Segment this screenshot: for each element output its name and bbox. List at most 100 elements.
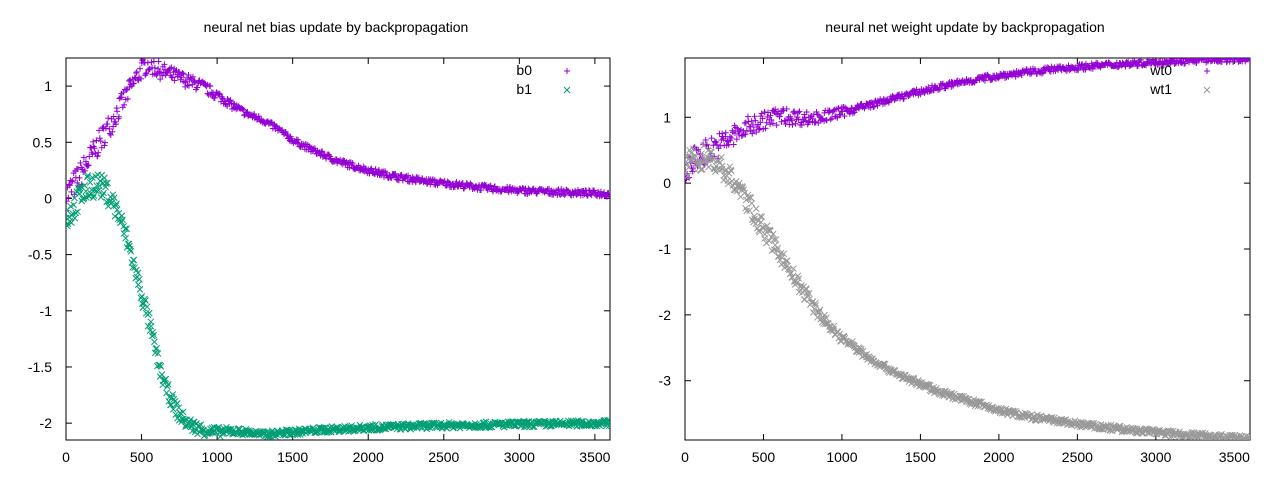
data-point xyxy=(349,160,356,167)
data-point xyxy=(142,297,149,304)
data-point xyxy=(116,113,123,120)
data-point xyxy=(794,279,801,286)
data-point xyxy=(1230,58,1232,60)
data-point xyxy=(125,240,133,248)
data-point xyxy=(1115,64,1122,71)
data-point xyxy=(561,192,568,199)
data-point xyxy=(415,174,422,181)
data-point xyxy=(1124,59,1131,66)
data-point xyxy=(162,375,170,383)
data-point xyxy=(790,265,797,272)
data-point xyxy=(90,138,97,145)
data-point xyxy=(841,113,848,120)
data-point xyxy=(126,246,134,253)
data-point xyxy=(173,400,181,407)
x-tick-label: 1000 xyxy=(202,449,233,465)
data-point xyxy=(705,163,712,171)
data-point xyxy=(945,80,952,87)
data-point xyxy=(458,181,465,188)
data-point xyxy=(255,113,262,120)
data-point xyxy=(95,149,102,156)
data-point xyxy=(900,95,907,102)
data-point xyxy=(780,250,788,258)
data-point xyxy=(724,180,732,188)
data-point xyxy=(999,71,1006,78)
data-point xyxy=(708,135,715,142)
legend-label-wt1: wt1 xyxy=(1149,81,1172,97)
data-point xyxy=(722,129,729,136)
data-point xyxy=(111,212,119,220)
series-b1 xyxy=(66,171,610,440)
data-point xyxy=(412,177,419,184)
data-point xyxy=(1202,429,1209,437)
data-point xyxy=(155,58,162,65)
data-point xyxy=(113,121,120,128)
series-layer xyxy=(685,58,1250,440)
data-point xyxy=(185,82,192,89)
data-point xyxy=(814,111,821,118)
data-point xyxy=(100,189,108,197)
data-point xyxy=(215,90,222,97)
data-point xyxy=(607,193,610,200)
data-point xyxy=(1163,58,1170,63)
data-point xyxy=(985,73,992,80)
data-point xyxy=(563,187,570,194)
legend-label-b0: b0 xyxy=(516,62,532,78)
data-point xyxy=(104,121,111,128)
data-point xyxy=(142,70,149,77)
x-tick-label: 2500 xyxy=(1062,449,1093,465)
data-point xyxy=(123,225,130,233)
data-point xyxy=(153,344,161,352)
data-point xyxy=(692,167,700,175)
data-point xyxy=(514,190,521,197)
data-point xyxy=(90,192,98,200)
data-point xyxy=(182,78,189,85)
data-point xyxy=(711,138,718,145)
data-point xyxy=(1203,58,1210,61)
data-point xyxy=(764,226,772,234)
y-tick-label: 1 xyxy=(44,78,52,94)
data-point xyxy=(605,422,610,430)
data-point xyxy=(789,121,796,128)
data-point xyxy=(294,139,301,146)
data-point xyxy=(144,322,152,330)
data-point xyxy=(106,125,113,132)
data-point xyxy=(749,121,756,128)
data-point xyxy=(127,76,134,83)
data-point xyxy=(778,118,785,125)
data-point xyxy=(920,87,927,94)
data-point xyxy=(697,166,705,173)
x-tick-label: 0 xyxy=(681,449,689,465)
data-point xyxy=(1246,58,1250,62)
data-point xyxy=(86,153,93,160)
x-axis-ticks: 0 500 1000 1500 2000 2500 3000 3500 xyxy=(681,58,1250,465)
data-point xyxy=(950,82,957,89)
plot-area-frame xyxy=(65,57,611,441)
data-point xyxy=(295,136,302,143)
data-point xyxy=(1234,58,1241,61)
data-point xyxy=(163,389,170,397)
data-point xyxy=(1246,436,1250,440)
x-tick-label: 2000 xyxy=(353,449,384,465)
data-point xyxy=(157,363,165,370)
data-point xyxy=(1245,58,1250,63)
x-tick-label: 2000 xyxy=(983,449,1014,465)
data-point xyxy=(197,421,205,429)
data-point xyxy=(763,119,770,126)
data-point xyxy=(806,118,813,125)
data-point xyxy=(748,200,756,207)
data-point xyxy=(85,162,92,169)
data-point xyxy=(783,257,791,265)
data-point xyxy=(69,177,76,184)
data-point xyxy=(151,338,158,346)
data-point xyxy=(137,75,144,82)
data-point xyxy=(758,213,766,221)
x-tick-label: 2500 xyxy=(428,449,459,465)
data-point xyxy=(139,304,147,311)
data-point xyxy=(755,126,762,133)
data-point xyxy=(154,350,162,357)
data-point xyxy=(97,138,104,145)
x-tick-label: 3500 xyxy=(579,449,610,465)
data-point xyxy=(155,65,162,72)
